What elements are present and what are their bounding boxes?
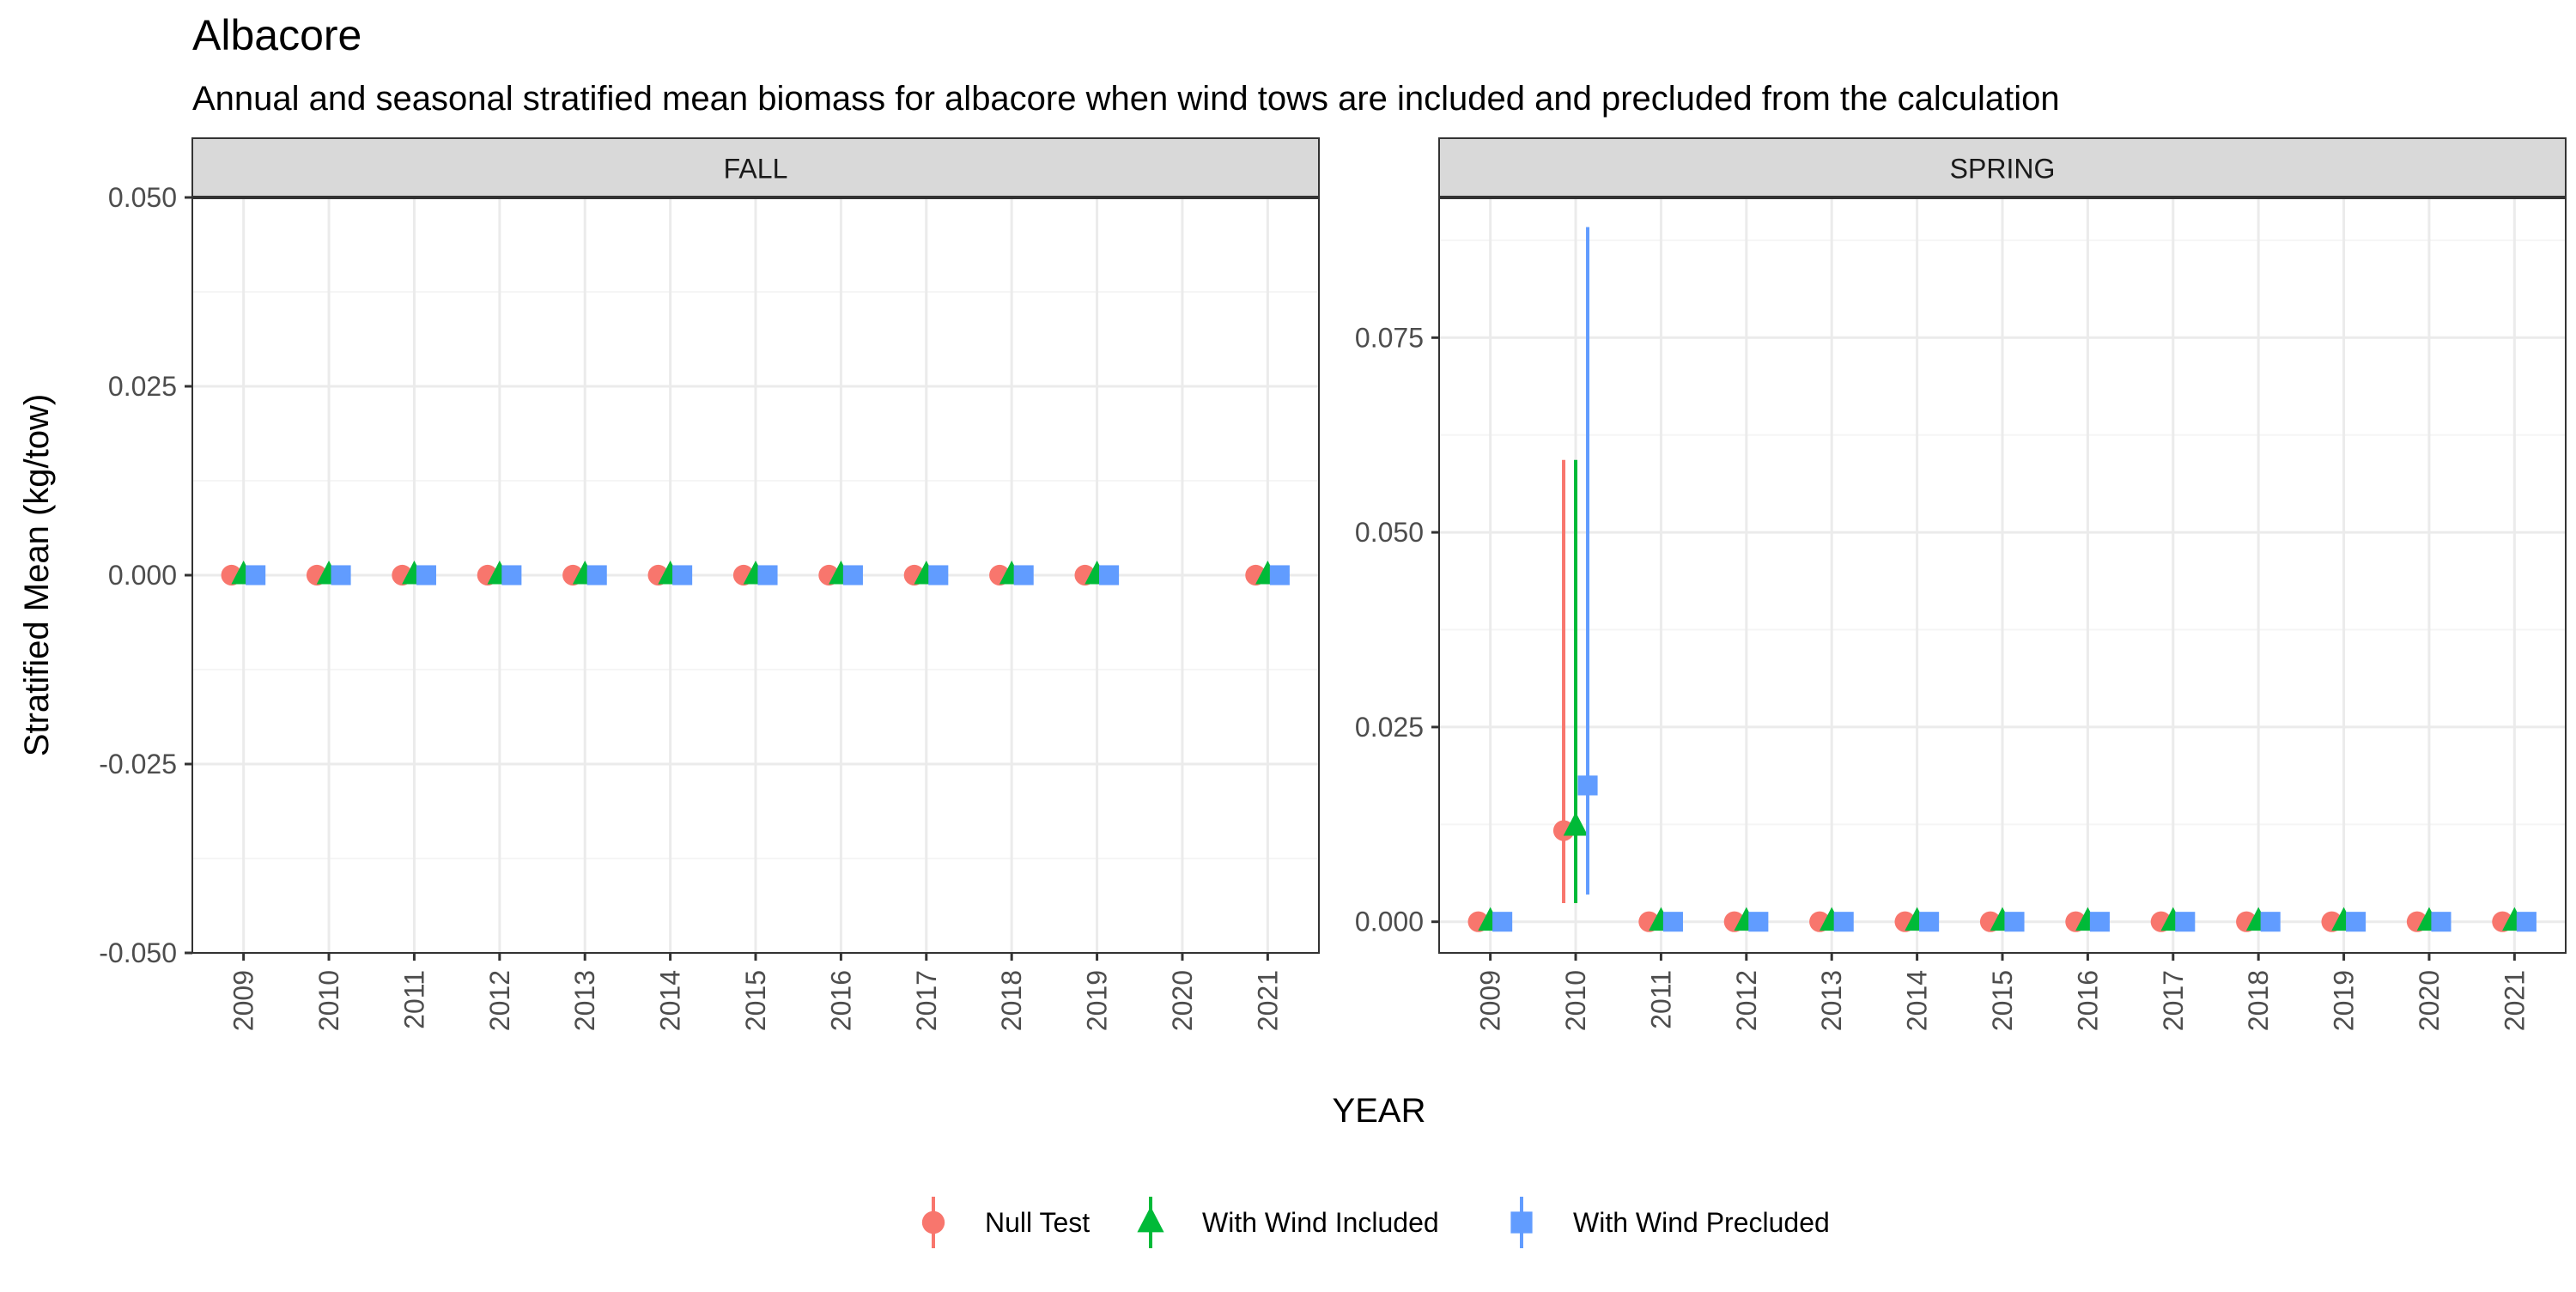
data-point [1099,565,1120,585]
data-point [2004,912,2025,932]
x-tick-label: 2018 [2243,970,2274,1031]
y-tick-label: 0.000 [108,560,177,591]
x-tick-label: 2015 [740,970,771,1031]
data-point [2431,912,2451,932]
data-point [586,565,607,585]
x-tick-label: 2015 [1987,970,2018,1031]
x-tick-label: 2019 [1082,970,1113,1031]
data-point [2175,912,2196,932]
y-tick-label: 0.025 [1355,712,1424,743]
data-point [2089,912,2110,932]
chart-title: Albacore [192,11,361,59]
legend-key-square [1510,1211,1533,1234]
data-point [501,565,522,585]
x-tick-label: 2012 [484,970,515,1031]
facet-panel-spring: SPRING 0.000 0.025 0.050 0.075 2009 2010 2011 20… [1355,137,2567,1031]
y-axis-label: Stratified Mean (kg/tow) [18,394,56,756]
data-point [1563,811,1589,836]
facet-strip-label: FALL [724,154,788,185]
x-tick-label: 2017 [911,970,942,1031]
legend-label: With Wind Included [1202,1207,1439,1238]
x-tick-label: 2009 [228,970,259,1031]
x-tick-label: 2009 [1475,970,1506,1031]
x-tick-label: 2020 [1167,970,1198,1031]
x-tick-label: 2016 [2072,970,2103,1031]
legend-item-null-test: Null Test [921,1197,1090,1248]
data-point [1833,912,1854,932]
x-tick-label: 2010 [1560,970,1591,1031]
data-point [2346,912,2366,932]
data-point [1919,912,1940,932]
data-point [2260,912,2281,932]
data-point [1269,565,1290,585]
x-tick-label: 2011 [398,970,429,1029]
y-tick-label: 0.000 [1355,907,1424,937]
x-tick-label: 2021 [1252,970,1283,1031]
data-point [331,565,351,585]
x-tick-label: 2013 [1816,970,1847,1031]
x-tick-label: 2019 [2329,970,2360,1031]
facet-panel-fall: FALL -0.050 -0.025 0.000 0.025 0.050 2009 2010 2… [99,137,1320,1031]
x-tick-label: 2014 [1902,970,1933,1031]
legend: Null Test With Wind Included With Wind Pre… [921,1197,1830,1248]
data-point [1577,775,1598,796]
data-point [672,565,693,585]
legend-key-triangle [1137,1206,1164,1233]
x-tick-label: 2017 [2158,970,2189,1031]
x-tick-label: 2013 [569,970,600,1031]
y-tick-label: -0.025 [99,749,177,779]
panels-layer: FALL -0.050 -0.025 0.000 0.025 0.050 2009 2010 2… [99,137,2567,1031]
x-tick-label: 2016 [825,970,856,1031]
data-point [1492,912,1513,932]
x-axis-label: YEAR [1333,1092,1426,1130]
legend-label: Null Test [985,1207,1090,1238]
y-tick-label: 0.025 [108,371,177,402]
x-tick-label: 2011 [1645,970,1676,1029]
data-point [842,565,863,585]
x-tick-label: 2020 [2414,970,2445,1031]
data-point [246,565,266,585]
data-point [1748,912,1769,932]
data-point [416,565,436,585]
facet-strip-label: SPRING [1950,154,2056,185]
legend-key-circle [921,1210,945,1234]
facet-strip [191,137,1320,198]
data-point [2516,912,2537,932]
x-tick-label: 2014 [655,970,686,1031]
y-tick-label: -0.050 [99,937,177,968]
legend-label: With Wind Precluded [1573,1207,1830,1238]
data-point [928,565,949,585]
data-point [757,565,778,585]
x-tick-label: 2021 [2499,970,2530,1031]
y-tick-label: 0.050 [108,182,177,213]
y-tick-label: 0.075 [1355,322,1424,353]
chart-subtitle: Annual and seasonal stratified mean biom… [192,80,2060,118]
facet-strip [1438,137,2567,198]
legend-item-with-wind-included: With Wind Included [1137,1197,1439,1248]
x-tick-label: 2010 [313,970,344,1031]
x-tick-label: 2012 [1731,970,1762,1031]
x-tick-label: 2018 [996,970,1027,1031]
legend-item-with-wind-precluded: With Wind Precluded [1510,1197,1830,1248]
data-point [1013,565,1034,585]
y-tick-label: 0.050 [1355,517,1424,548]
data-point [1662,912,1683,932]
